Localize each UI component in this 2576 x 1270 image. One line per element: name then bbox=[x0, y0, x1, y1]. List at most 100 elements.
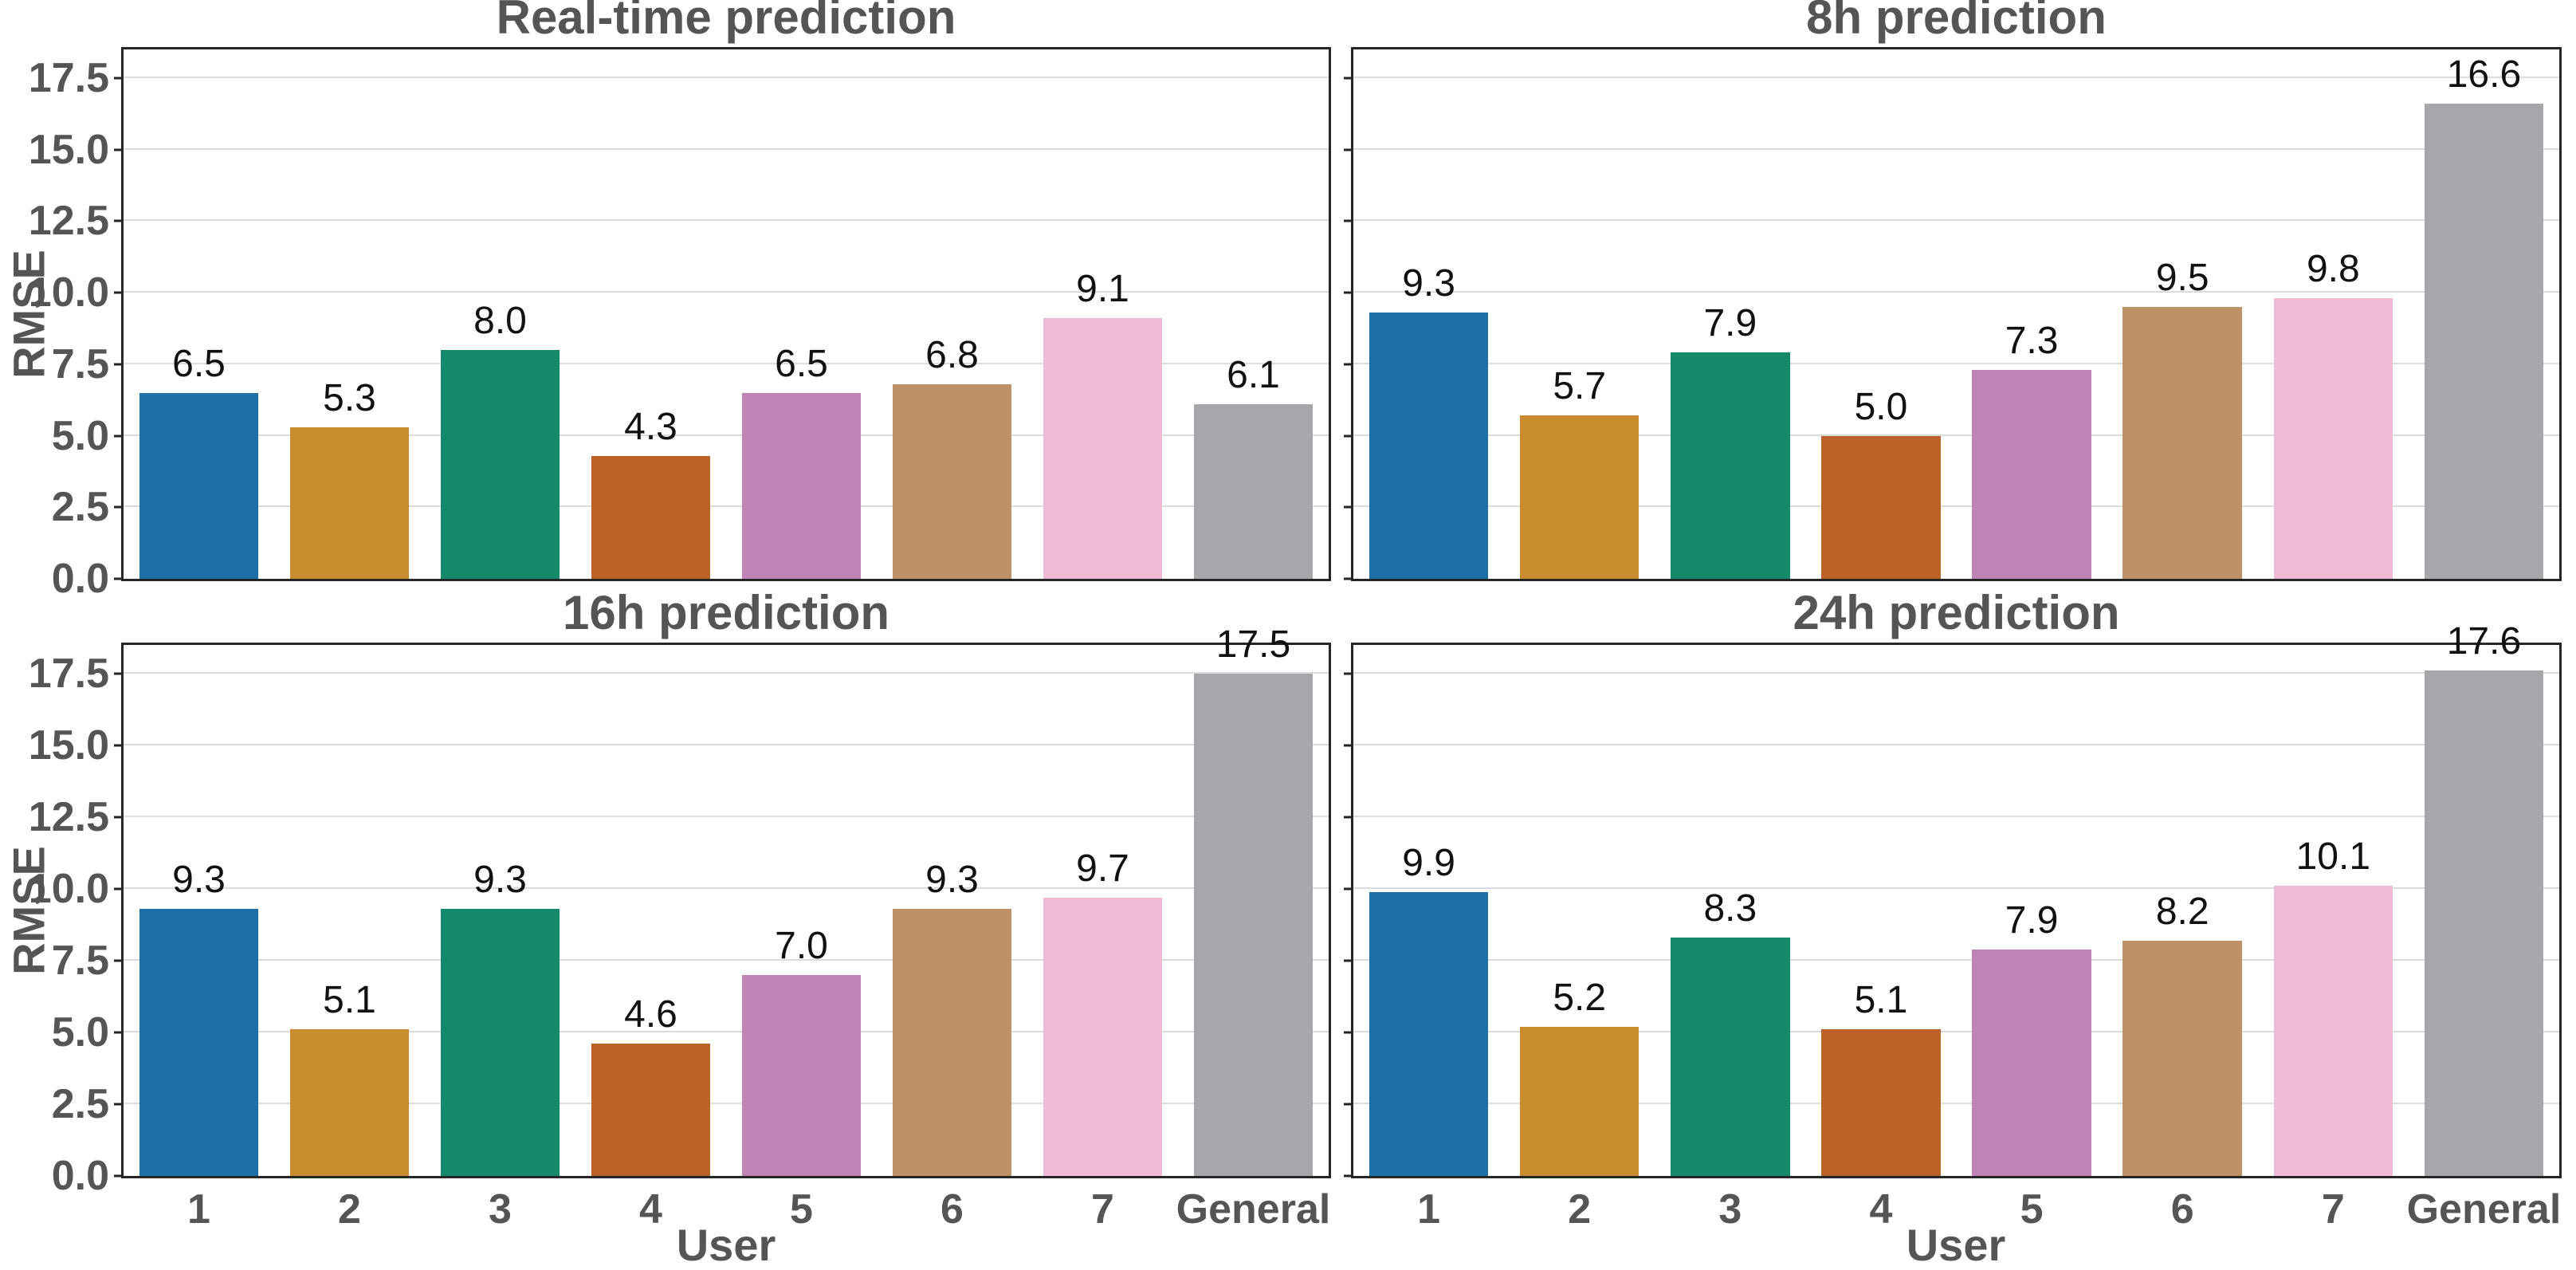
gridline bbox=[1353, 816, 2559, 817]
y-tick-mark bbox=[1344, 672, 1353, 675]
y-tick-mark bbox=[1344, 816, 1353, 819]
x-axis-label-left: User bbox=[676, 1220, 776, 1270]
bar-user-4 bbox=[1821, 1029, 1941, 1176]
y-tick-mark bbox=[1344, 148, 1353, 151]
bar-value-label: 4.3 bbox=[624, 405, 677, 448]
y-tick-label: 10.0 bbox=[28, 269, 109, 317]
bar-value-label: 7.0 bbox=[775, 925, 828, 967]
y-tick-mark bbox=[114, 148, 124, 151]
y-tick-mark bbox=[114, 505, 124, 509]
bar-user-7 bbox=[2273, 886, 2393, 1176]
bar-value-label: 5.1 bbox=[323, 979, 376, 1022]
bar-user-7 bbox=[2273, 298, 2393, 579]
bar-value-label: 7.3 bbox=[2005, 320, 2059, 362]
gridline bbox=[124, 672, 1329, 674]
bar-value-label: 17.5 bbox=[1215, 623, 1291, 666]
y-tick-mark bbox=[1344, 1103, 1353, 1106]
chart-title-8h: 8h prediction bbox=[1806, 0, 2107, 44]
bar-value-label: 10.1 bbox=[2295, 836, 2371, 879]
x-axis-label-right: User bbox=[1906, 1220, 2006, 1270]
y-tick-mark bbox=[1344, 959, 1353, 962]
y-tick-mark bbox=[114, 1174, 124, 1178]
bar-value-label: 9.3 bbox=[172, 859, 226, 902]
x-tick-label: 4 bbox=[639, 1186, 662, 1233]
y-axis-label-top: RMSE bbox=[3, 250, 54, 379]
y-tick-label: 15.0 bbox=[28, 722, 109, 769]
bar-value-label: 7.9 bbox=[2005, 898, 2059, 942]
x-tick-label: 2 bbox=[1568, 1186, 1592, 1233]
gridline bbox=[124, 76, 1329, 78]
bar-value-label: 8.3 bbox=[1703, 887, 1757, 930]
gridline bbox=[1353, 434, 2559, 436]
x-tick-label: 3 bbox=[489, 1186, 512, 1233]
bar-value-label: 5.2 bbox=[1553, 976, 1607, 1019]
x-tick-label: 4 bbox=[1869, 1186, 1893, 1233]
y-axis-label-bottom: RMSE bbox=[3, 846, 54, 975]
bar-user-3 bbox=[440, 909, 560, 1176]
gridline bbox=[1353, 1103, 2559, 1104]
plot-area-realtime: Real-time prediction 0.0 2.5 5.0 7.5 10.0 12.… bbox=[29, 0, 1331, 600]
x-tick-label: 1 bbox=[187, 1186, 210, 1233]
bar-value-label: 6.5 bbox=[172, 342, 226, 385]
bar-user-5 bbox=[741, 392, 862, 579]
y-tick-label: 12.5 bbox=[28, 198, 109, 245]
gridline bbox=[1353, 959, 2559, 961]
gridline bbox=[1353, 219, 2559, 222]
bar-user-4 bbox=[1821, 435, 1941, 579]
y-tick-mark bbox=[114, 1103, 124, 1106]
y-tick-mark bbox=[1344, 77, 1353, 80]
y-tick-mark bbox=[114, 363, 124, 366]
y-tick-mark bbox=[114, 77, 124, 80]
y-tick-mark bbox=[1344, 434, 1353, 438]
bar-user-3 bbox=[1671, 352, 1790, 579]
gridline bbox=[1353, 887, 2559, 889]
gridline bbox=[1353, 291, 2559, 293]
y-tick-label: 0.0 bbox=[51, 1153, 109, 1199]
y-tick-mark bbox=[114, 887, 124, 891]
y-tick-label: 7.5 bbox=[51, 938, 109, 985]
gridline bbox=[1353, 76, 2559, 78]
bar-value-label: 8.0 bbox=[473, 299, 527, 342]
y-tick-mark bbox=[114, 672, 124, 675]
y-tick-label: 0.0 bbox=[51, 556, 109, 602]
y-tick-mark bbox=[114, 434, 124, 438]
y-tick-mark bbox=[114, 959, 124, 962]
y-tick-mark bbox=[1344, 363, 1353, 366]
bar-user-5 bbox=[1972, 949, 2091, 1176]
gridline bbox=[1353, 744, 2559, 746]
bar-user-5 bbox=[1972, 370, 2091, 579]
bar-user-3 bbox=[1671, 938, 1790, 1176]
x-tick-label: 7 bbox=[1091, 1186, 1114, 1233]
plot-area-8h: 8h prediction 9.3 5.7 7.9 5.0 7.3 9.5 9.8 16.6 bbox=[1344, 0, 2562, 581]
bar-user-1 bbox=[139, 909, 259, 1176]
bar-user-4 bbox=[591, 455, 711, 579]
chart-title-16h: 16h prediction bbox=[562, 586, 890, 639]
bar-user-2 bbox=[289, 1029, 410, 1176]
bar-user-1 bbox=[1368, 313, 1489, 579]
gridline bbox=[124, 362, 1329, 364]
y-tick-mark bbox=[1344, 577, 1353, 580]
gridline bbox=[1353, 505, 2559, 508]
bar-value-label: 17.6 bbox=[2446, 620, 2522, 663]
gridline bbox=[124, 887, 1329, 889]
y-tick-label: 12.5 bbox=[28, 794, 109, 840]
gridline bbox=[124, 147, 1329, 150]
y-tick-mark bbox=[114, 577, 124, 580]
bar-value-label: 5.0 bbox=[1854, 385, 1908, 428]
x-tick-label: General bbox=[1176, 1186, 1331, 1233]
y-tick-mark bbox=[1344, 291, 1353, 294]
y-tick-mark bbox=[114, 291, 124, 294]
y-tick-mark bbox=[1344, 505, 1353, 509]
chart-title-realtime: Real-time prediction bbox=[496, 0, 956, 44]
y-tick-mark bbox=[114, 219, 124, 222]
bar-user-6 bbox=[892, 383, 1012, 579]
gridline bbox=[1353, 1031, 2559, 1032]
y-tick-mark bbox=[1344, 219, 1353, 222]
bar-value-label: 8.2 bbox=[2155, 890, 2209, 933]
bar-user-3 bbox=[440, 349, 560, 579]
bar-value-label: 9.3 bbox=[473, 859, 527, 902]
bar-value-label: 9.3 bbox=[925, 859, 979, 902]
gridline bbox=[124, 959, 1329, 961]
x-tick-label: 5 bbox=[2020, 1186, 2044, 1233]
